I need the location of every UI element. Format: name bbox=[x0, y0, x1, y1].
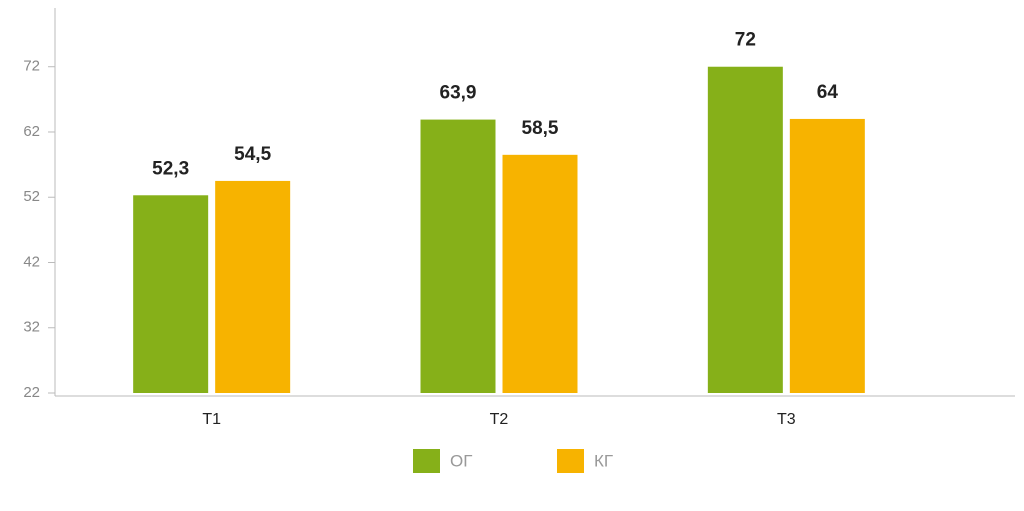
bar bbox=[215, 180, 291, 393]
value-label: 58,5 bbox=[522, 118, 559, 139]
value-label: 72 bbox=[735, 30, 756, 51]
value-label: 63,9 bbox=[440, 83, 477, 104]
legend-swatch bbox=[413, 449, 440, 473]
y-tick-label: 52 bbox=[23, 188, 40, 205]
value-label: 52,3 bbox=[152, 158, 189, 179]
x-tick-label: Т1 bbox=[202, 411, 221, 428]
bar bbox=[502, 154, 578, 393]
y-tick-label: 42 bbox=[23, 253, 40, 270]
legend-swatch bbox=[557, 449, 584, 473]
legend-label: КГ bbox=[594, 451, 613, 470]
value-label: 54,5 bbox=[234, 144, 271, 165]
y-tick-label: 32 bbox=[23, 319, 40, 336]
legend-label: ОГ bbox=[450, 451, 472, 470]
value-label: 64 bbox=[817, 82, 839, 103]
bar bbox=[789, 118, 865, 394]
bar bbox=[707, 66, 783, 393]
y-tick-label: 22 bbox=[23, 384, 40, 401]
bar bbox=[420, 119, 496, 393]
y-tick-label: 62 bbox=[23, 123, 40, 140]
x-tick-label: Т3 bbox=[777, 411, 796, 428]
x-tick-label: Т2 bbox=[490, 411, 509, 428]
y-tick-label: 72 bbox=[23, 58, 40, 75]
bar bbox=[133, 195, 209, 393]
